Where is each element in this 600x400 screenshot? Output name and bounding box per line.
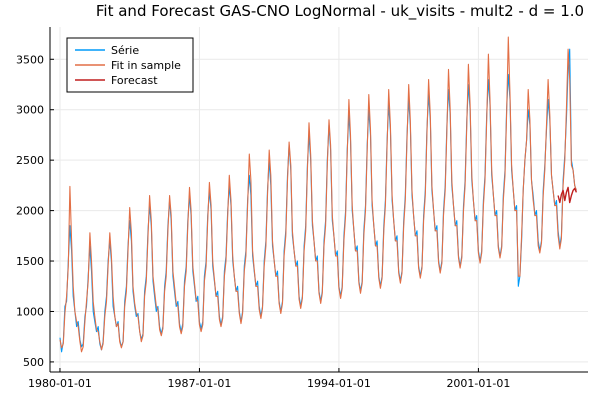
x-tick-label: 1987-01-01 [167,377,231,390]
x-tick-label: 1994-01-01 [307,377,371,390]
x-tick-label: 1980-01-01 [28,377,92,390]
series-line-fit-in-sample [59,36,577,353]
legend: Série Fit in sample Forecast [66,37,194,93]
y-tick-label: 2000 [16,205,44,218]
legend-label: Série [111,44,139,57]
series-layer [59,36,578,353]
y-tick-label: 1500 [16,255,44,268]
legend-label: Fit in sample [111,59,181,72]
y-tick-label: 500 [23,356,44,369]
y-tick-label: 2500 [16,154,44,167]
series-line-serie [59,48,577,353]
axes: 500 1000 1500 2000 2500 3000 3500 1980-01-01 198… [16,27,588,390]
chart-title: Fit and Forecast GAS-CNO LogNormal - uk_… [96,2,584,21]
legend-label: Forecast [111,74,158,87]
x-tick-label: 2001-01-01 [446,377,510,390]
y-tick-label: 3500 [16,53,44,66]
y-tick-label: 1000 [16,305,44,318]
y-tick-label: 3000 [16,104,44,117]
series-line-forecast [557,186,578,204]
